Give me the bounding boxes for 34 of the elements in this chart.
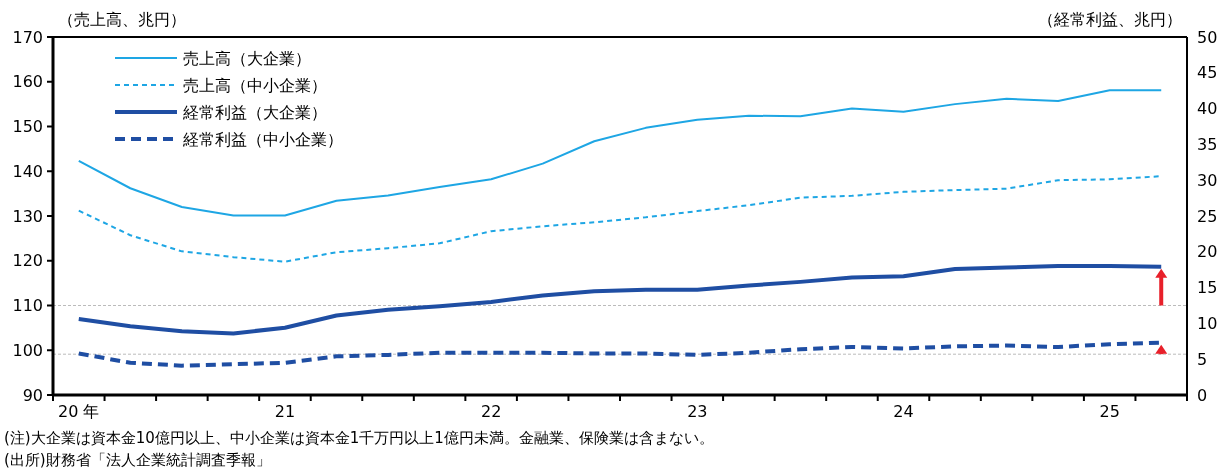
y2-axis-title: （経常利益、兆円） — [1038, 10, 1182, 29]
y-tick-label: 90 — [22, 385, 43, 405]
y-tick-label: 160 — [12, 72, 43, 92]
y-tick-label: 120 — [12, 251, 43, 271]
y2-tick-label: 15 — [1197, 278, 1218, 298]
y-tick-label: 100 — [12, 340, 43, 360]
y-tick-label: 150 — [12, 117, 43, 137]
y2-tick-label: 5 — [1197, 349, 1208, 369]
y-tick-label: 130 — [12, 206, 43, 226]
y2-tick-label: 45 — [1197, 63, 1218, 83]
y2-tick-label: 20 — [1197, 242, 1218, 262]
y2-tick-label: 10 — [1197, 314, 1218, 333]
y2-tick-label: 40 — [1197, 99, 1218, 119]
legend-label: 売上高（中小企業） — [183, 75, 327, 95]
x-tick-label: 25 — [1099, 402, 1120, 421]
y-axis-title: （売上高、兆円） — [58, 10, 186, 29]
x-tick-label: 20 年 — [58, 402, 100, 421]
y2-tick-label: 25 — [1197, 206, 1218, 226]
legend-label: 売上高（大企業） — [183, 48, 311, 68]
x-tick-label: 23 — [687, 402, 708, 421]
y2-tick-label: 35 — [1197, 135, 1218, 154]
y2-tick-label: 30 — [1197, 170, 1218, 190]
y2-tick-label: 0 — [1197, 385, 1208, 405]
y-tick-label: 140 — [12, 161, 43, 181]
text: (出所)財務省「法人企業統計調査季報」 — [4, 451, 271, 469]
x-tick-label: 21 — [274, 402, 296, 421]
x-tick-label: 24 — [893, 402, 914, 421]
y2-tick-label: 50 — [1197, 27, 1218, 47]
x-tick-label: 22 — [480, 402, 502, 421]
text: (注)大企業は資本金10億円以上、中小企業は資本金1千万円以上1億円未満。金融業、保険業は含まない。 — [4, 429, 714, 447]
y-tick-label: 110 — [12, 296, 43, 316]
legend-label: 経常利益（中小企業） — [182, 129, 343, 149]
legend-label: 経常利益（大企業） — [182, 102, 327, 122]
y-tick-label: 170 — [12, 27, 43, 47]
